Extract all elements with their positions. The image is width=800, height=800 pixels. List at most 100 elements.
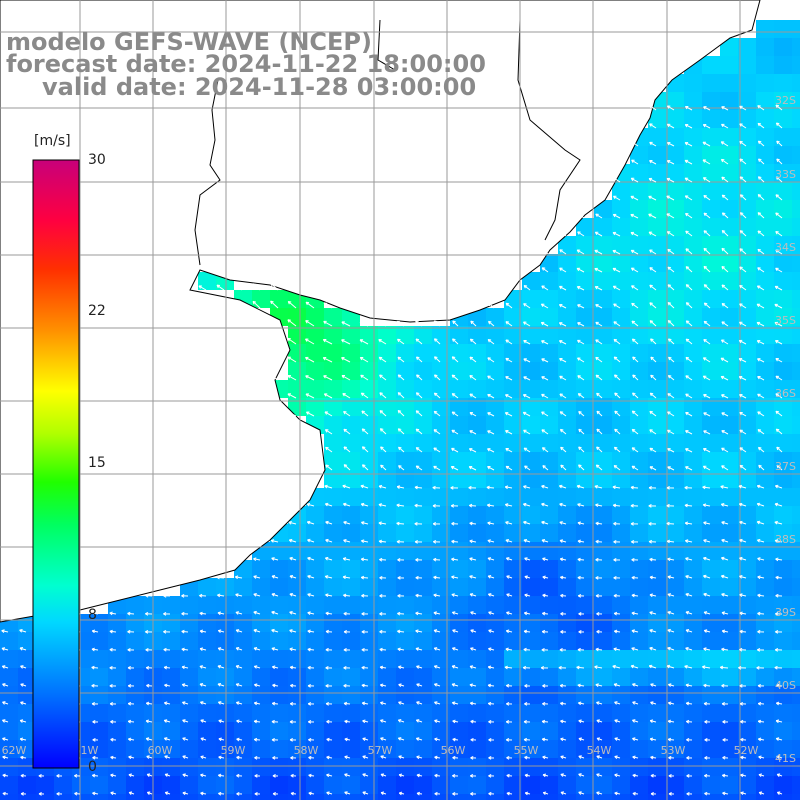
wind-cell [792,596,800,614]
wind-arrow [342,484,351,489]
wind-arrow [379,647,387,652]
wind-arrow [703,247,711,255]
wind-arrow [739,429,747,435]
wind-arrow [667,429,675,435]
wind-cell [756,272,774,290]
wind-cell [270,776,288,794]
wind-cell [702,452,720,470]
wind-cell [162,758,180,776]
wind-arrow [739,520,747,525]
wind-arrow [738,376,747,381]
wind-cell [666,344,684,362]
wind-cell [270,704,288,722]
wind-cell [738,758,756,776]
wind-arrow [92,738,99,742]
wind-arrow [758,755,765,760]
wind-arrow [289,592,297,597]
wind-cell [522,452,540,470]
wind-arrow [578,428,585,435]
wind-arrow [595,647,603,652]
wind-cell [774,740,792,758]
wind-arrow [648,213,657,219]
wind-cell [522,632,540,650]
wind-arrow [146,755,153,759]
wind-cell [306,344,324,362]
wind-cell [792,236,800,254]
wind-cell [612,218,630,236]
wind-arrow [631,320,639,327]
wind-arrow [739,411,747,417]
wind-cell [576,506,594,524]
wind-cell [792,74,800,92]
wind-arrow [577,683,585,688]
wind-arrow [757,194,765,201]
wind-cell [666,614,684,632]
wind-arrow [415,629,423,634]
wind-arrow [648,521,657,526]
wind-arrow [270,374,279,381]
wind-arrow [560,593,567,598]
wind-arrow [289,556,297,561]
wind-arrow [216,575,225,580]
wind-arrow [703,412,711,417]
wind-cell [720,110,738,128]
wind-arrow [434,737,441,742]
wind-arrow [721,212,729,219]
wind-arrow [613,338,621,345]
wind-cell [252,794,270,800]
wind-cell [342,722,360,740]
wind-cell [792,524,800,542]
wind-arrow [110,791,117,796]
wind-cell [216,596,234,614]
wind-arrow [704,791,711,796]
wind-cell [702,668,720,686]
wind-arrow [523,520,531,525]
wind-cell [468,776,486,794]
wind-arrow [776,791,783,795]
wind-arrow [721,247,729,255]
wind-cell [792,542,800,560]
wind-cell [792,470,800,488]
wind-cell [504,470,522,488]
wind-cell [432,596,450,614]
wind-arrow [560,791,567,795]
wind-arrow [218,737,225,742]
wind-arrow [450,486,459,490]
wind-arrow [271,628,279,633]
wind-arrow [361,647,369,652]
wind-arrow [360,484,369,489]
wind-arrow [451,593,459,597]
wind-arrow [343,648,351,652]
wind-arrow [541,267,549,273]
wind-cell [468,452,486,470]
wind-arrow [38,774,45,778]
wind-arrow [684,485,693,490]
wind-cell [342,794,360,800]
wind-arrow [649,267,657,273]
wind-cell [612,488,630,506]
wind-arrow [414,485,423,490]
wind-arrow [685,592,693,597]
lat-label: 35S [775,314,796,327]
wind-cell [252,614,270,632]
wind-cell [576,704,594,722]
wind-arrow [614,701,621,705]
wind-cell [738,578,756,596]
wind-arrow [378,356,387,363]
wind-arrow [595,374,603,381]
wind-arrow [596,410,603,417]
wind-arrow [505,339,513,345]
wind-arrow [614,428,621,435]
wind-arrow [487,683,495,688]
wind-cell [396,524,414,542]
wind-arrow [596,446,603,453]
wind-cell [576,758,594,776]
wind-cell [0,686,18,704]
wind-cell [720,668,738,686]
wind-cell [522,794,540,800]
wind-cell [180,686,198,704]
wind-cell [540,704,558,722]
wind-arrow [559,521,567,525]
wind-arrow [145,737,153,741]
wind-cell [468,560,486,578]
